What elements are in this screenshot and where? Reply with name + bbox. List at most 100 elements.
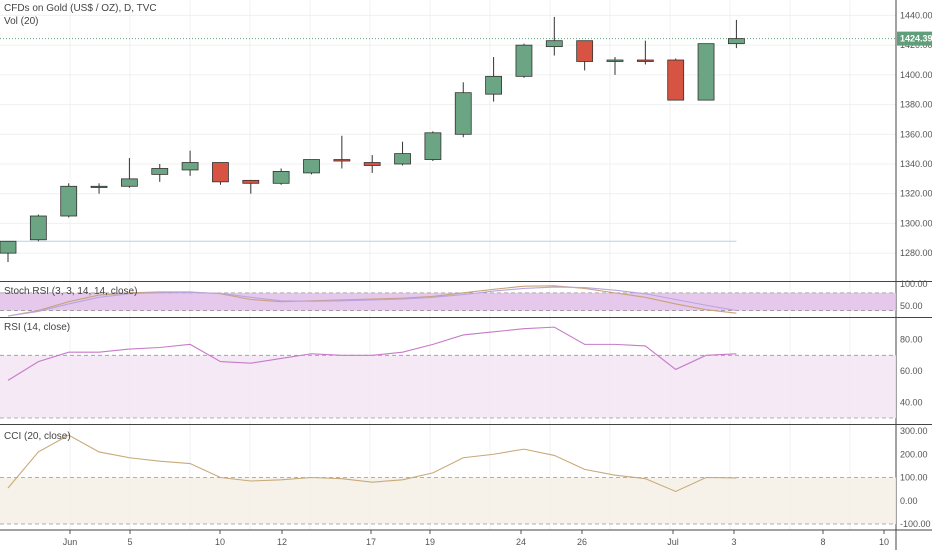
price-tick-label: 1300.00 (900, 218, 932, 228)
price-tick-label: 1400.00 (900, 70, 932, 80)
indicator-tick-label: 200.00 (900, 449, 928, 459)
rsi-label: RSI (14, close) (4, 322, 71, 333)
candle (606, 57, 624, 75)
indicator-tick-label: 0.00 (900, 496, 918, 506)
indicator-tick-label: -100.00 (900, 519, 931, 529)
indicator-tick-label: 40.00 (900, 397, 923, 407)
candle (424, 131, 442, 162)
candle-body (0, 240, 17, 254)
price-tick-label: 1380.00 (900, 100, 932, 110)
symbol-title: CFDs on Gold (US$ / OZ), D, TVC (4, 3, 157, 14)
time-tick-label: 8 (820, 537, 825, 547)
candle (151, 164, 169, 182)
indicator-band (0, 477, 896, 524)
candle (303, 159, 320, 175)
candle-body (636, 59, 654, 62)
indicator-band (0, 292, 896, 311)
candle-body (454, 92, 472, 135)
time-tick-label: Jul (667, 537, 679, 547)
price-tick-label: 1280.00 (900, 248, 932, 258)
candle-body (363, 162, 381, 166)
candle-body (485, 75, 503, 95)
candle (394, 141, 411, 166)
candle-body (181, 162, 199, 171)
candle (60, 183, 78, 218)
candle-body (728, 38, 745, 45)
candle (333, 135, 351, 169)
time-tick-label: 3 (731, 537, 736, 547)
candle-body (667, 59, 685, 101)
candle-body (242, 179, 260, 184)
candle-body (424, 132, 442, 160)
candle (181, 150, 199, 176)
candle (90, 183, 108, 194)
candle (0, 240, 17, 263)
candle-body (545, 40, 563, 48)
candle-body (212, 162, 229, 183)
indicator-tick-label: 100.00 (900, 473, 928, 483)
candle (272, 168, 290, 185)
candle-body (272, 171, 290, 184)
indicator-tick-label: 60.00 (900, 366, 923, 376)
candle-body (121, 178, 138, 187)
candle-body (394, 153, 411, 165)
candle (363, 155, 381, 173)
candle-body (151, 168, 169, 175)
series-line (7, 326, 737, 381)
cci-label: CCI (20, close) (4, 431, 71, 442)
rsi-legend: RSI (14, close) (4, 322, 70, 333)
candle-body (29, 215, 47, 241)
price-tick-label: 1440.00 (900, 10, 932, 20)
chart-legend: CFDs on Gold (US$ / OZ), D, TVC (4, 3, 157, 14)
candle-body (303, 159, 320, 174)
series-line (7, 286, 737, 317)
candle (545, 16, 563, 56)
candle (667, 58, 685, 101)
candle (485, 57, 503, 102)
time-tick-label: 12 (277, 537, 287, 547)
candle (454, 82, 472, 138)
stoch-legend: Stoch RSI (3, 3, 14, 14, close) (4, 286, 137, 297)
candle-body (697, 43, 715, 101)
candle-body (515, 44, 533, 77)
candle (697, 43, 715, 101)
price-tick-label: 1360.00 (900, 129, 932, 139)
candle-body (333, 159, 351, 162)
candle-body (90, 185, 108, 188)
last-price-tag (897, 31, 932, 46)
price-tick-label: 1340.00 (900, 159, 932, 169)
indicator-band (0, 355, 896, 418)
candle (242, 179, 260, 194)
candle (29, 214, 47, 242)
time-tick-label: 17 (366, 537, 376, 547)
time-tick-label: Jun (63, 537, 78, 547)
indicator-tick-label: 80.00 (900, 335, 923, 345)
candle (728, 19, 745, 49)
candle-body (606, 59, 624, 62)
time-tick-label: 19 (425, 537, 435, 547)
time-tick-label: 10 (215, 537, 225, 547)
candle (212, 162, 229, 185)
candle (515, 43, 533, 78)
time-tick-label: 10 (879, 537, 889, 547)
indicator-tick-label: 50.00 (900, 301, 923, 311)
last-price-tag-label: 1424.39 (900, 34, 932, 44)
time-tick-label: 5 (127, 537, 132, 547)
candle-body (60, 185, 78, 217)
volume-legend: Vol (20) (4, 16, 38, 27)
indicator-tick-label: 300.00 (900, 426, 928, 436)
volume-label: Vol (20) (4, 16, 39, 27)
candle (576, 40, 594, 71)
series-line (7, 434, 737, 493)
price-tick-label: 1320.00 (900, 189, 932, 199)
time-tick-label: 24 (516, 537, 526, 547)
stoch-rsi-label: Stoch RSI (3, 3, 14, 14, close) (4, 286, 138, 297)
indicator-tick-label: 100.00 (900, 279, 928, 289)
grid-lines (0, 0, 896, 530)
series-line (7, 285, 737, 317)
time-tick-label: 26 (577, 537, 587, 547)
candle (636, 40, 654, 65)
candle (121, 158, 138, 188)
cci-legend: CCI (20, close) (4, 431, 71, 442)
